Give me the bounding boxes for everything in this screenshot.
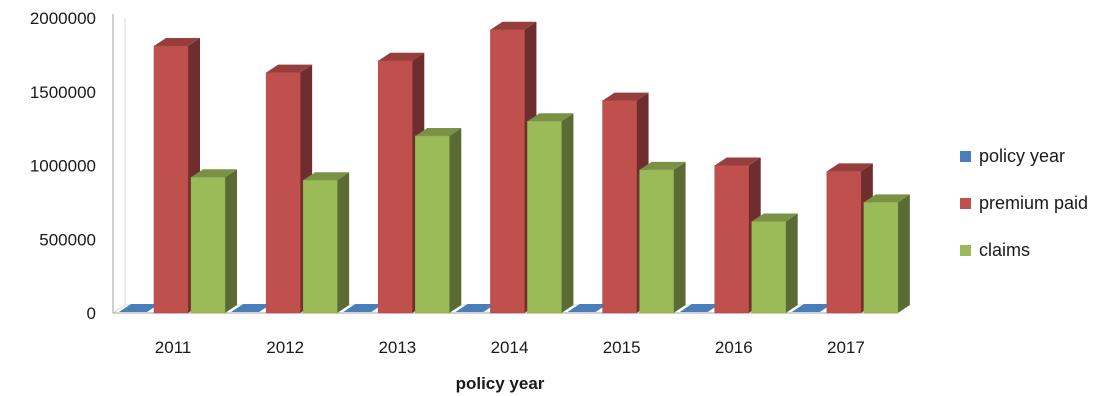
bar-claims-2016 [751,213,798,314]
bar-premium-paid-2011 [153,38,200,314]
bar-policy-year-2017 [791,304,832,312]
bar-premium-paid-2016-front [714,165,749,314]
y-tick-label: 1000000 [30,157,96,176]
bar-premium-paid-2016-top [714,157,761,166]
bar-policy-year-top [231,304,272,312]
bar-claims-2013-top [415,128,462,136]
bar-policy-year-2016 [679,304,720,312]
bar-premium-paid-2015-front [602,100,637,314]
bar-premium-paid-2012-top [266,64,313,73]
x-tick-labels: 2011 2012 2013 2014 2015 2016 2017 [155,338,865,357]
bar-premium-paid-2012-front [265,72,301,314]
y-tick-label: 2000000 [30,9,96,28]
bar-claims-2013-front [415,135,450,314]
bar-claims-2014-side [561,113,574,313]
legend-swatch [960,151,971,162]
bar-claims-2014-top [527,113,574,122]
bar-claims-2012-side [337,172,350,313]
x-tick-label: 2012 [266,338,304,357]
bars [119,21,910,314]
bar-claims-2016-side [785,213,798,313]
x-tick-label: 2014 [491,338,529,357]
floor-depth-edge [112,304,126,314]
bar-claims-2017-front [863,202,899,314]
legend-label: premium paid [979,193,1088,213]
bar-premium-paid-2011-front [153,45,189,314]
bar-claims-2011-front [190,177,226,314]
bar-claims-2017-side [897,194,910,313]
bar-claims-2011-top [191,169,237,178]
bar-policy-year-top [455,304,496,312]
bar-claims-2012 [302,172,350,314]
x-tick-label: 2011 [155,338,192,357]
y-tick-label: 500000 [39,230,96,249]
y-tick-label: 0 [87,304,96,323]
bar-claims-2015 [639,161,686,314]
bar-premium-paid-2017-front [826,171,862,314]
bar-claims-2011 [190,169,237,314]
bar-premium-paid-2012 [265,64,313,314]
bar-policy-year-top [679,304,720,312]
bar-policy-year-top [343,304,384,312]
x-tick-label: 2013 [378,338,416,357]
legend-item: premium paid [960,193,1088,213]
bar-policy-year-2013 [343,304,384,312]
bar-premium-paid-2014-front [490,29,525,314]
bar-claims-2017-top [863,194,910,203]
bar-claims-2011-side [225,169,237,313]
bar-premium-paid-2015-top [602,92,649,101]
bar-claims-2014 [527,113,574,314]
bar-claims-2012-front [302,180,338,314]
bar-claims-2015-top [639,161,686,170]
bar-premium-paid-2017-top [826,163,873,172]
bar-premium-paid-2013-top [378,52,425,61]
bar-claims-2016-front [751,221,786,314]
legend-item: claims [960,240,1030,260]
x-tick-label: 2016 [715,338,753,357]
x-tick-label: 2015 [603,338,641,357]
legend-label: claims [979,240,1030,260]
y-tick-labels: 0 500000 1000000 1500000 2000000 [30,9,96,323]
bar-premium-paid-2014-top [490,21,537,30]
bar-policy-year-2015 [567,304,608,312]
bar-policy-year-2014 [455,304,496,312]
legend-swatch [960,245,971,256]
bar-claims-2015-side [673,161,686,313]
bar-policy-year-top [567,304,608,312]
bar-claims-2013-side [449,128,462,313]
legend: policy year premium paid claims [960,146,1088,260]
bar-claims-2015-front [639,169,674,314]
bar-policy-year-top [119,304,159,312]
legend-label: policy year [979,146,1065,166]
bar-claims-2014-front [527,121,562,314]
bar-claims-2013 [415,128,462,314]
legend-swatch [960,198,971,209]
bar-policy-year-2011 [119,304,159,312]
bar-claims-2016-top [751,213,798,222]
bar-policy-year-2012 [231,304,272,312]
bar-claims-2017 [863,194,910,314]
bar-premium-paid-2013-front [378,60,413,314]
bar-policy-year-top [791,304,832,312]
y-tick-label: 1500000 [30,83,96,102]
x-tick-label: 2017 [827,338,865,357]
bar-claims-2012-top [303,172,350,181]
bar-premium-paid-2011-top [154,38,200,47]
x-axis-title: policy year [456,374,545,393]
legend-item: policy year [960,146,1065,166]
